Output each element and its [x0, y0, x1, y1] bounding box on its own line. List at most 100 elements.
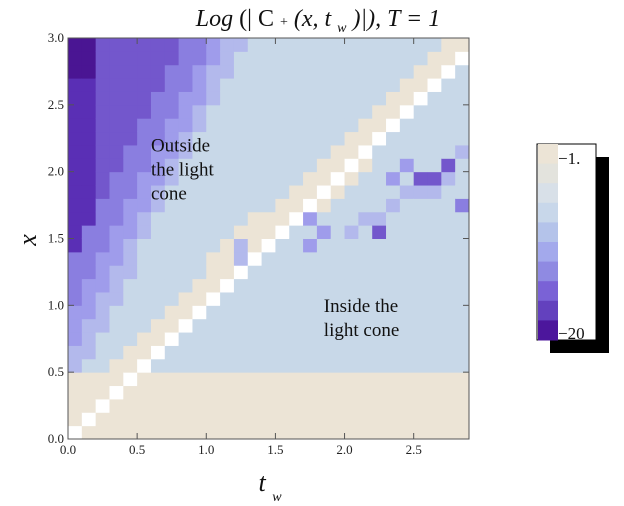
heatmap-cell	[289, 332, 304, 346]
heatmap-cell	[95, 185, 110, 199]
heatmap-cell	[344, 91, 359, 106]
heatmap-cell	[81, 185, 97, 199]
legend-bottom-label: −20	[558, 324, 585, 343]
heatmap-cell	[358, 91, 373, 106]
heatmap-cell	[233, 211, 249, 226]
heatmap-cell	[455, 265, 470, 280]
heatmap-cell	[344, 238, 359, 253]
heatmap-cell	[81, 198, 97, 213]
heatmap-cell	[109, 332, 124, 346]
heatmap-cell	[289, 91, 304, 106]
heatmap-cell	[150, 398, 166, 413]
heatmap-cell	[386, 185, 401, 199]
x-axis-label-sub: w	[272, 490, 282, 505]
heatmap-cell	[399, 291, 415, 306]
heatmap-cell	[68, 158, 83, 173]
heatmap-cell	[275, 291, 290, 306]
heatmap-cell	[137, 372, 152, 387]
heatmap-cell	[137, 211, 152, 226]
heatmap-cell	[109, 78, 124, 92]
heatmap-cell	[441, 91, 456, 106]
heatmap-cell	[150, 251, 166, 266]
heatmap-cell	[164, 385, 180, 400]
heatmap-cell	[95, 144, 110, 159]
heatmap-cell	[164, 398, 180, 413]
heatmap-cell	[386, 318, 401, 333]
heatmap-cell	[81, 318, 97, 333]
heatmap-cell	[303, 118, 318, 133]
heatmap-cell	[455, 78, 470, 92]
heatmap-cell	[164, 131, 180, 146]
heatmap-cell	[427, 372, 442, 387]
heatmap-cell	[316, 211, 332, 226]
heatmap-cell	[358, 185, 373, 199]
heatmap-cell	[303, 104, 318, 119]
heatmap-cell	[192, 412, 207, 427]
heatmap-cell	[413, 131, 429, 146]
heatmap-cell	[386, 78, 401, 92]
heatmap-cell	[289, 64, 304, 79]
heatmap-cell	[178, 78, 193, 92]
heatmap-cell	[275, 358, 290, 373]
heatmap-cell	[178, 118, 193, 133]
heatmap-cell	[372, 345, 387, 360]
heatmap-cell	[427, 198, 442, 213]
heatmap-cell	[192, 91, 207, 106]
heatmap-cell	[330, 185, 346, 199]
heatmap-cell	[358, 345, 373, 360]
heatmap-cell	[344, 412, 359, 427]
heatmap-cell	[275, 91, 290, 106]
heatmap-cell	[441, 358, 456, 373]
heatmap-cell	[164, 38, 180, 52]
heatmap-cell	[68, 318, 83, 333]
heatmap-cell	[455, 278, 470, 293]
heatmap-cell	[261, 305, 276, 320]
heatmap-cell	[358, 51, 373, 66]
heatmap-cell	[137, 144, 152, 159]
heatmap-cell	[109, 131, 124, 146]
heatmap-cell	[95, 238, 110, 253]
heatmap-cell	[109, 305, 124, 320]
heatmap-cell	[316, 291, 332, 306]
heatmap-cell	[358, 171, 373, 186]
heatmap-cell	[289, 345, 304, 360]
heatmap-cell	[109, 385, 124, 400]
heatmap-cell	[192, 398, 207, 413]
heatmap-cell	[427, 211, 442, 226]
heatmap-cell	[455, 171, 470, 186]
annotation-line: Outside	[151, 136, 210, 157]
heatmap-cell	[150, 385, 166, 400]
heatmap-cell	[372, 385, 387, 400]
heatmap-cell	[427, 398, 442, 413]
heatmap-cell	[344, 385, 359, 400]
heatmap-cell	[233, 251, 249, 266]
heatmap-cell	[289, 238, 304, 253]
heatmap-cell	[386, 398, 401, 413]
heatmap-cell	[164, 78, 180, 92]
heatmap-cell	[150, 225, 166, 239]
heatmap-cell	[164, 318, 180, 333]
heatmap-cell	[316, 144, 332, 159]
heatmap-cell	[441, 64, 456, 79]
heatmap-cell	[192, 211, 207, 226]
heatmap-cell	[233, 398, 249, 413]
chart-title: Log (| C + (x, t w )|), T = 1	[195, 6, 440, 38]
heatmap-cell	[455, 104, 470, 119]
heatmap-cell	[289, 158, 304, 173]
heatmap-cell	[275, 238, 290, 253]
heatmap-cell	[68, 385, 83, 400]
chart-title-c: C	[258, 6, 274, 32]
heatmap-cell	[413, 372, 429, 387]
heatmap-cell	[372, 64, 387, 79]
heatmap-cell	[150, 291, 166, 306]
heatmap-cell	[289, 372, 304, 387]
heatmap-cell	[413, 385, 429, 400]
heatmap-cell	[220, 185, 235, 199]
heatmap-cell	[95, 385, 110, 400]
heatmap-cell	[220, 225, 235, 239]
heatmap-cell	[386, 358, 401, 373]
heatmap-cell	[413, 305, 429, 320]
heatmap-cell	[247, 318, 263, 333]
heatmap-cell	[192, 185, 207, 199]
heatmap-cell	[68, 225, 83, 239]
